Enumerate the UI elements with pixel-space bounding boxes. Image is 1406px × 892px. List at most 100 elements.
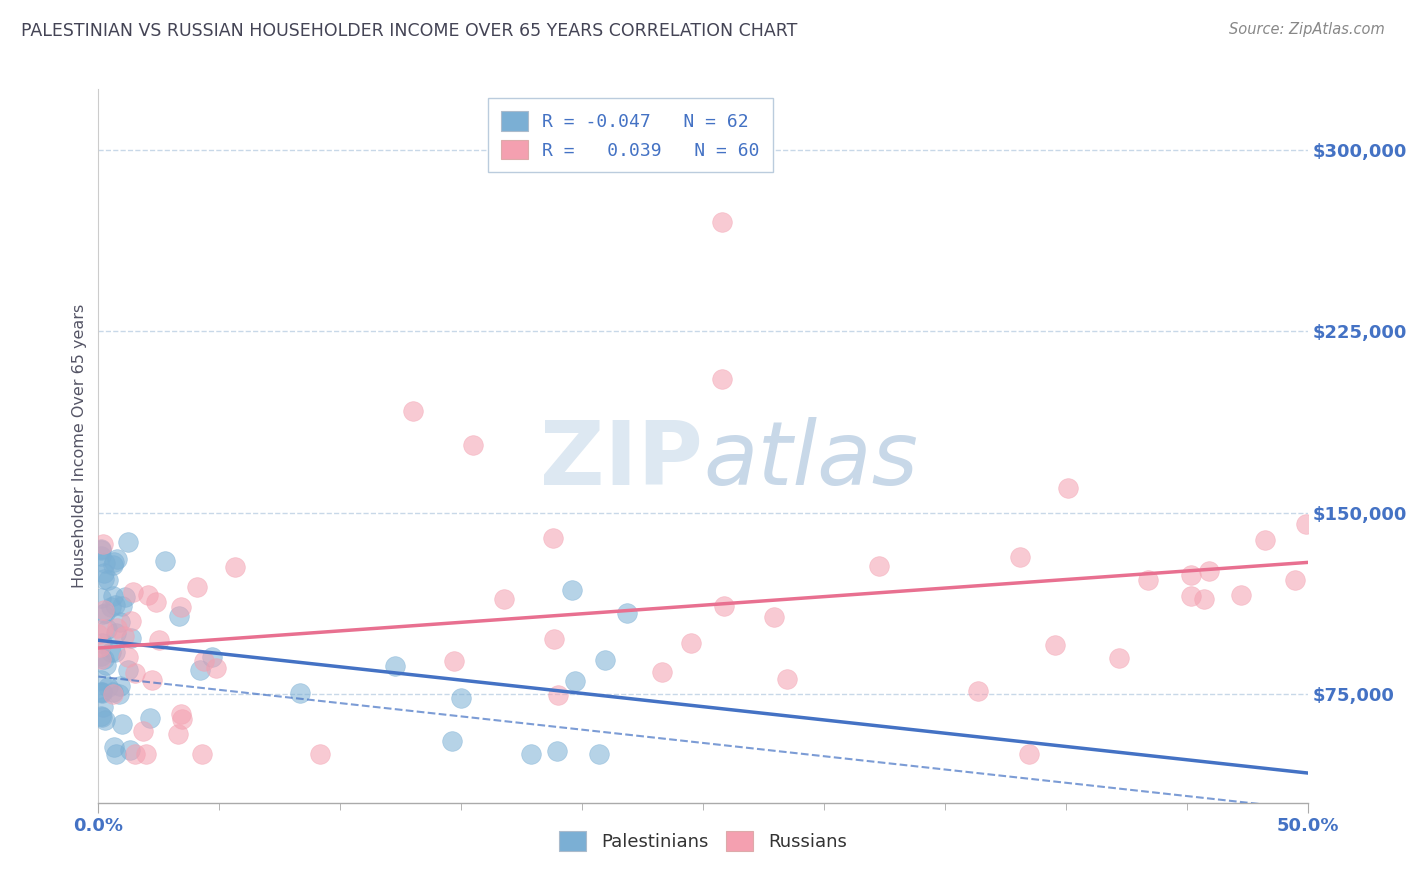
Point xyxy=(190,747,212,762)
Point xyxy=(90,673,112,687)
Point xyxy=(520,747,543,762)
Text: PALESTINIAN VS RUSSIAN HOUSEHOLDER INCOME OVER 65 YEARS CORRELATION CHART: PALESTINIAN VS RUSSIAN HOUSEHOLDER INCOM… xyxy=(21,22,797,40)
Point xyxy=(1045,639,1067,653)
Point xyxy=(108,679,131,693)
Point xyxy=(90,710,112,724)
Point xyxy=(105,747,128,762)
Point xyxy=(651,665,673,680)
Text: ZIP: ZIP xyxy=(540,417,703,504)
Point xyxy=(103,589,125,603)
Point xyxy=(309,747,332,762)
Point xyxy=(681,636,703,650)
Point xyxy=(96,623,118,637)
Point xyxy=(1018,747,1040,762)
Point xyxy=(546,744,568,758)
Point xyxy=(541,531,564,545)
Point xyxy=(110,599,132,613)
Point xyxy=(1295,517,1317,532)
Point xyxy=(90,648,112,663)
Point xyxy=(494,591,516,606)
Point xyxy=(103,685,125,699)
Point xyxy=(93,607,115,621)
Point xyxy=(90,652,112,666)
Point xyxy=(1198,564,1220,578)
Point xyxy=(90,541,112,556)
Point xyxy=(188,663,211,677)
Point xyxy=(170,706,193,721)
Point xyxy=(90,709,112,723)
Point xyxy=(141,673,163,687)
Point xyxy=(139,711,162,725)
Point xyxy=(148,633,170,648)
Point xyxy=(100,645,122,659)
Point xyxy=(93,623,115,637)
Point xyxy=(108,687,131,701)
Point xyxy=(402,404,425,418)
Point xyxy=(90,549,112,563)
Point xyxy=(117,650,139,665)
Point xyxy=(1108,651,1130,665)
Point xyxy=(713,599,735,613)
Point xyxy=(90,636,112,650)
Point xyxy=(112,629,135,643)
Point xyxy=(120,631,142,645)
Point xyxy=(89,640,111,654)
Point xyxy=(103,739,125,754)
Point xyxy=(547,688,569,702)
Point xyxy=(463,438,485,452)
Y-axis label: Householder Income Over 65 years: Householder Income Over 65 years xyxy=(72,304,87,588)
Point xyxy=(868,558,890,573)
Point xyxy=(108,615,131,630)
Point xyxy=(1180,568,1202,582)
Point xyxy=(1254,533,1277,547)
Point xyxy=(90,543,112,558)
Point xyxy=(94,556,117,570)
Point xyxy=(94,606,117,620)
Point xyxy=(103,687,125,701)
Point xyxy=(1008,549,1031,564)
Point xyxy=(117,663,139,677)
Point xyxy=(93,566,115,580)
Point xyxy=(205,661,228,675)
Point xyxy=(224,559,246,574)
Point xyxy=(290,686,312,700)
Point xyxy=(135,747,157,762)
Point xyxy=(1137,573,1160,587)
Point xyxy=(103,555,125,569)
Point xyxy=(616,607,638,621)
Point xyxy=(193,654,215,668)
Text: atlas: atlas xyxy=(703,417,918,503)
Point xyxy=(91,686,114,700)
Point xyxy=(91,700,114,714)
Point xyxy=(170,599,193,614)
Point xyxy=(967,684,990,698)
Point xyxy=(93,572,115,586)
Point xyxy=(561,582,583,597)
Point xyxy=(105,626,128,640)
Point xyxy=(1192,592,1215,607)
Point xyxy=(441,734,464,748)
Point xyxy=(117,534,139,549)
Point xyxy=(104,645,127,659)
Point xyxy=(763,610,786,624)
Point xyxy=(136,588,159,602)
Text: Source: ZipAtlas.com: Source: ZipAtlas.com xyxy=(1229,22,1385,37)
Point xyxy=(593,653,616,667)
Point xyxy=(711,372,734,386)
Point xyxy=(443,654,465,668)
Point xyxy=(90,685,112,699)
Point xyxy=(120,614,142,628)
Point xyxy=(132,723,155,738)
Point xyxy=(167,727,190,741)
Point xyxy=(186,580,208,594)
Point xyxy=(564,673,586,688)
Point xyxy=(87,627,110,641)
Point xyxy=(93,713,115,727)
Point xyxy=(93,652,115,666)
Point xyxy=(94,658,117,673)
Point xyxy=(170,712,193,726)
Point xyxy=(90,591,112,605)
Point xyxy=(450,691,472,706)
Point xyxy=(145,595,167,609)
Point xyxy=(711,215,734,229)
